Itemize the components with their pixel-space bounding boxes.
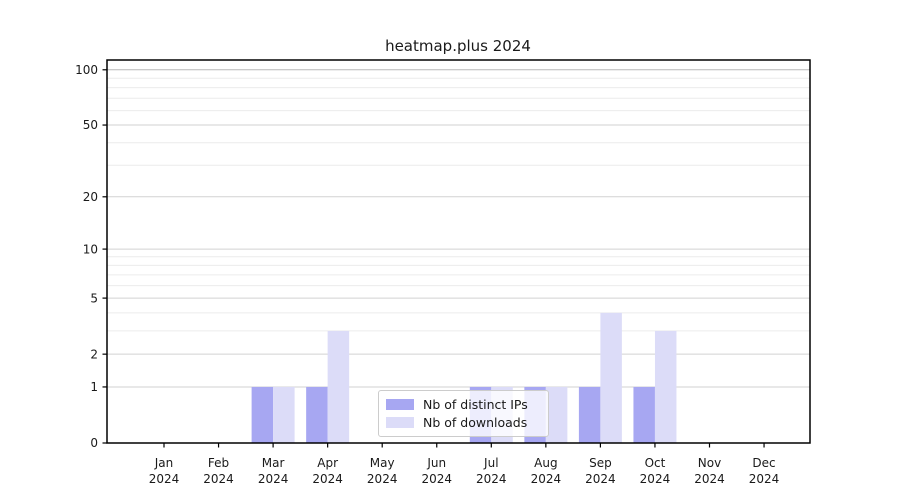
x-tick-label-month: May [370, 456, 395, 470]
x-tick-label-month: Nov [698, 456, 721, 470]
bar-downloads [600, 312, 622, 443]
legend-item-downloads: Nb of downloads [386, 414, 540, 430]
x-tick-label-year: 2024 [149, 472, 180, 486]
x-tick-label-year: 2024 [694, 472, 725, 486]
x-tick-label-month: Sep [589, 456, 612, 470]
x-tick-label-month: Mar [262, 456, 285, 470]
x-tick-label-year: 2024 [367, 472, 398, 486]
y-tick-label: 2 [90, 347, 98, 361]
x-tick-label-year: 2024 [640, 472, 671, 486]
x-tick-label-month: Jun [426, 456, 446, 470]
axis-layer: 0 1 2 5 10 20 50 100 Jan 2024 Feb 2024 Mar 2024 Apr 202… [75, 59, 811, 486]
x-tick-label-year: 2024 [531, 472, 562, 486]
legend-swatch-distinct-ips [386, 399, 414, 410]
y-tick-label: 0 [90, 436, 98, 450]
bar-distinct-ips [251, 386, 274, 443]
legend-label-downloads: Nb of downloads [423, 414, 528, 430]
x-tick-label-month: Apr [317, 456, 338, 470]
bar-distinct-ips [633, 386, 655, 443]
x-tick-label-year: 2024 [312, 472, 343, 486]
axis-frame [106, 59, 811, 444]
y-tick-label: 50 [83, 118, 98, 132]
y-tick-label: 100 [75, 63, 98, 77]
chart-title: heatmap.plus 2024 [385, 37, 531, 55]
x-tick-label-month: Aug [534, 456, 557, 470]
x-tick-label-year: 2024 [749, 472, 780, 486]
bar-downloads [654, 330, 677, 443]
y-tick-label: 5 [90, 291, 98, 305]
x-tick-label-year: 2024 [421, 472, 452, 486]
legend: Nb of distinct IPs Nb of downloads [378, 390, 549, 437]
x-tick-label-month: Dec [752, 456, 775, 470]
legend-item-distinct-ips: Nb of distinct IPs [386, 396, 540, 412]
bar-distinct-ips [578, 386, 601, 443]
grid-layer [107, 69, 810, 388]
legend-label-distinct-ips: Nb of distinct IPs [423, 396, 528, 412]
x-tick-label-month: Jul [483, 456, 498, 470]
x-tick-label-year: 2024 [476, 472, 507, 486]
x-tick-label-year: 2024 [203, 472, 234, 486]
y-tick-label: 20 [83, 190, 98, 204]
x-tick-label-year: 2024 [585, 472, 616, 486]
x-tick-label-month: Feb [208, 456, 229, 470]
x-tick-label-year: 2024 [258, 472, 289, 486]
y-tick-label: 10 [83, 242, 98, 256]
bar-downloads [545, 386, 568, 443]
x-tick-label-month: Oct [645, 456, 666, 470]
legend-swatch-downloads [386, 417, 414, 428]
x-tick-label-month: Jan [154, 456, 174, 470]
y-tick-label: 1 [90, 380, 98, 394]
bar-distinct-ips [306, 386, 328, 443]
bar-downloads [327, 330, 350, 443]
bar-downloads [273, 386, 295, 443]
